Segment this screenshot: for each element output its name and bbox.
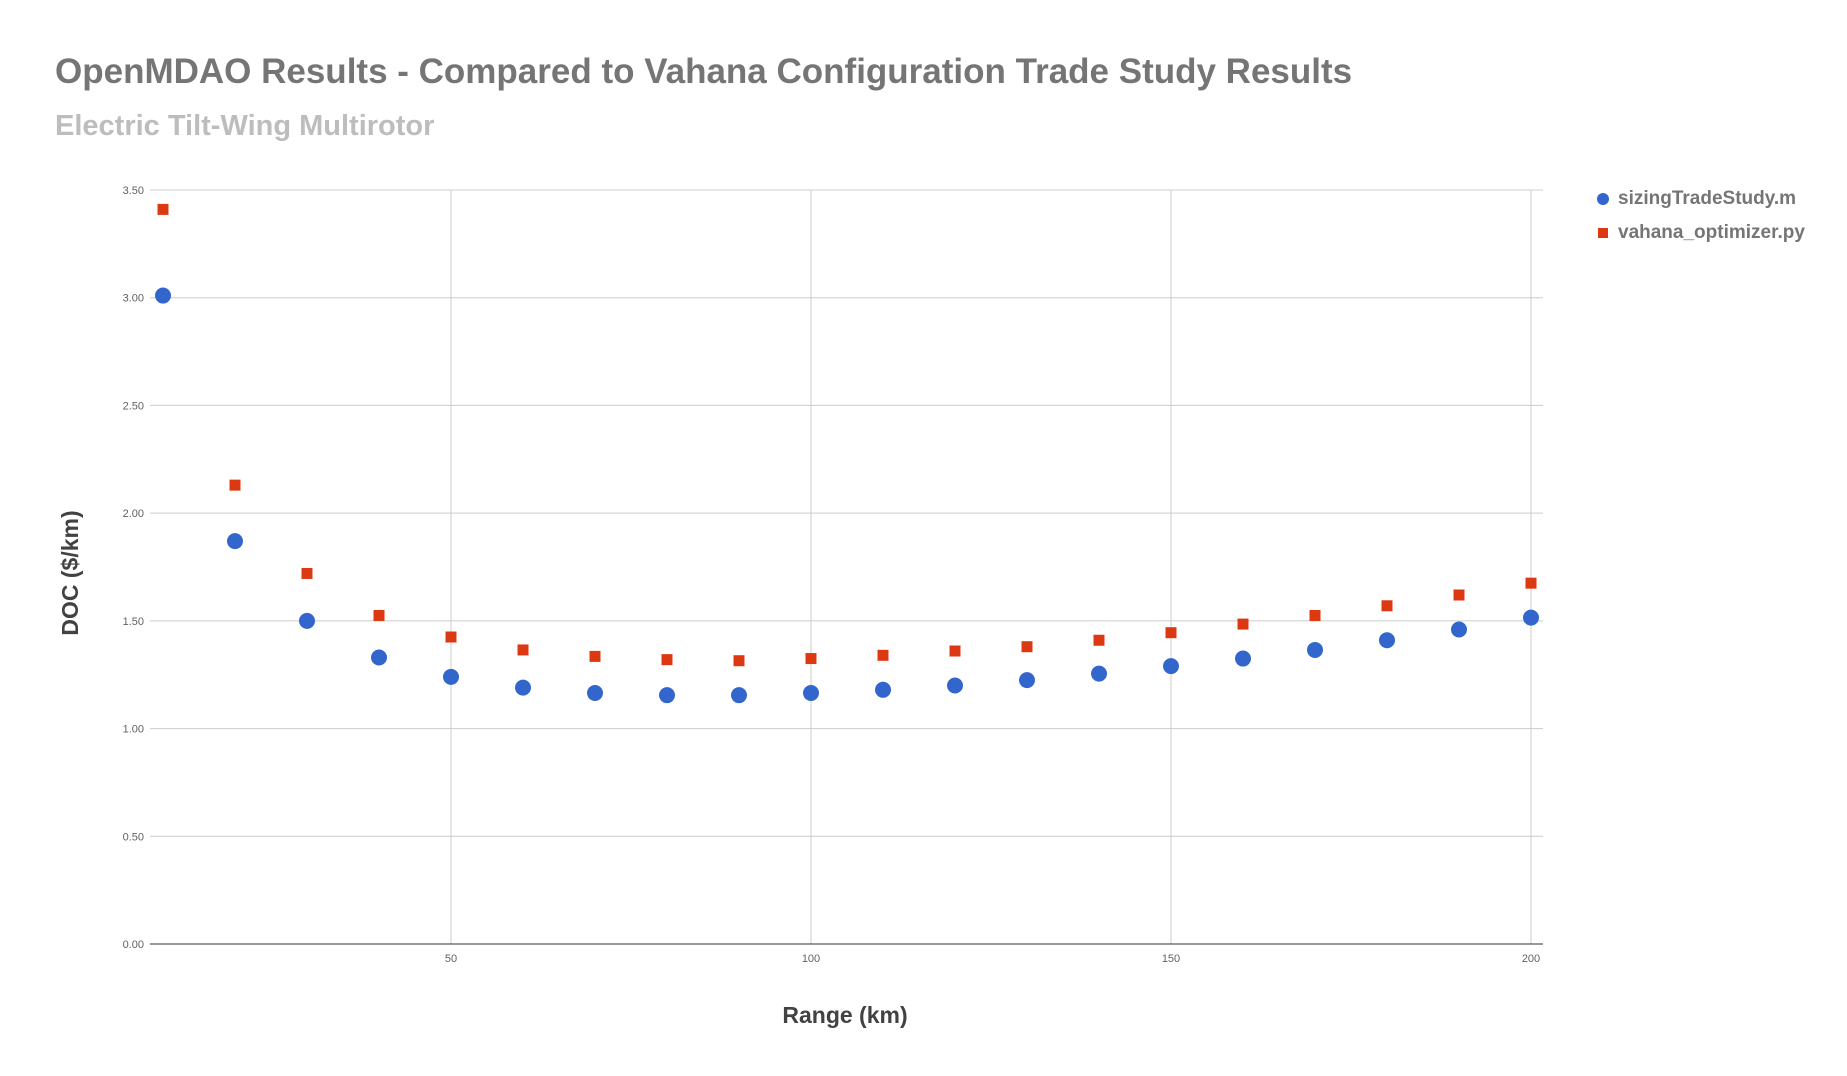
data-point[interactable] <box>1453 589 1465 601</box>
chart-subtitle: Electric Tilt-Wing Multirotor <box>55 110 435 142</box>
y-tick-label: 3.00 <box>123 293 144 305</box>
data-point[interactable] <box>445 631 457 643</box>
tick-labels: 0.00 0.50 1.00 1.50 2.00 2.50 3.00 3.50 50 100 150… <box>123 185 1541 965</box>
data-point[interactable] <box>949 645 961 657</box>
circle-marker-icon <box>1597 193 1609 205</box>
data-point[interactable] <box>947 677 963 694</box>
data-point[interactable] <box>227 533 243 550</box>
data-point[interactable] <box>1235 650 1251 667</box>
legend-label: vahana_optimizer.py <box>1618 222 1805 243</box>
data-point[interactable] <box>1451 621 1467 638</box>
data-point[interactable] <box>803 685 819 702</box>
data-point[interactable] <box>371 649 387 666</box>
data-point[interactable] <box>731 687 747 704</box>
data-point[interactable] <box>1381 600 1393 612</box>
square-marker-icon <box>1598 228 1608 238</box>
x-tick-label: 50 <box>445 953 457 965</box>
data-point[interactable] <box>301 567 313 579</box>
data-point[interactable] <box>659 687 675 704</box>
data-point[interactable] <box>1523 609 1539 626</box>
data-point[interactable] <box>1091 665 1107 682</box>
data-point[interactable] <box>589 650 601 662</box>
chart-title: OpenMDAO Results - Compared to Vahana Co… <box>55 52 1353 91</box>
data-point[interactable] <box>1309 609 1321 621</box>
legend-item-series-1[interactable]: sizingTradeStudy.m <box>1597 182 1805 216</box>
y-tick-label: 0.00 <box>123 939 144 951</box>
y-tick-label: 2.50 <box>123 400 144 412</box>
data-point[interactable] <box>1019 672 1035 689</box>
data-point[interactable] <box>587 685 603 702</box>
data-point[interactable] <box>229 479 241 491</box>
legend-item-series-2[interactable]: vahana_optimizer.py <box>1597 216 1805 250</box>
y-tick-label: 3.50 <box>123 185 144 197</box>
data-point[interactable] <box>877 649 889 661</box>
data-point[interactable] <box>1163 658 1179 675</box>
data-point[interactable] <box>1237 618 1249 630</box>
data-point[interactable] <box>443 668 459 685</box>
data-point[interactable] <box>661 654 673 666</box>
data-point[interactable] <box>875 681 891 698</box>
grid-lines <box>150 189 1543 944</box>
data-point[interactable] <box>517 644 529 656</box>
data-point[interactable] <box>157 203 169 215</box>
x-tick-label: 200 <box>1522 953 1540 965</box>
y-axis-title: DOC ($/km) <box>57 510 83 635</box>
series-1 <box>155 287 1539 704</box>
data-point[interactable] <box>733 655 745 667</box>
data-point[interactable] <box>155 287 171 304</box>
data-point[interactable] <box>373 609 385 621</box>
y-tick-label: 1.00 <box>123 724 144 736</box>
x-tick-label: 100 <box>802 953 820 965</box>
data-point[interactable] <box>1021 641 1033 653</box>
data-point[interactable] <box>1379 632 1395 649</box>
data-point[interactable] <box>1525 577 1537 589</box>
data-point[interactable] <box>1093 634 1105 646</box>
series-2 <box>157 203 1537 667</box>
y-tick-label: 2.00 <box>123 508 144 520</box>
data-point[interactable] <box>1307 641 1323 658</box>
data-point[interactable] <box>1165 627 1177 639</box>
data-point[interactable] <box>805 653 817 665</box>
legend: sizingTradeStudy.m vahana_optimizer.py <box>1597 182 1805 250</box>
data-points <box>155 203 1539 704</box>
data-point[interactable] <box>515 679 531 696</box>
x-axis-title: Range (km) <box>782 1002 907 1028</box>
x-tick-label: 150 <box>1162 953 1180 965</box>
data-point[interactable] <box>299 612 315 629</box>
legend-label: sizingTradeStudy.m <box>1618 188 1797 209</box>
y-tick-label: 0.50 <box>123 831 144 843</box>
y-tick-label: 1.50 <box>123 616 144 628</box>
